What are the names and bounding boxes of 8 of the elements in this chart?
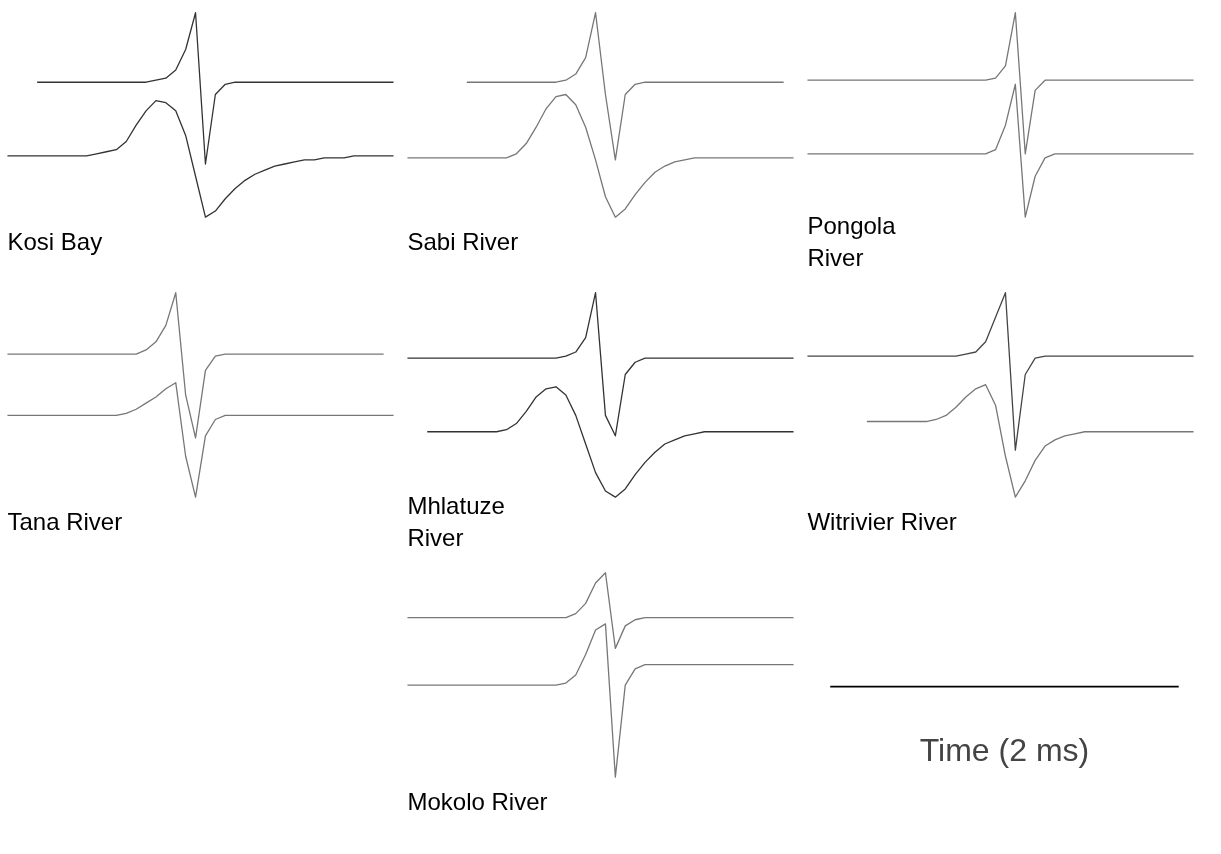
text: Mhlatuze River [407,492,505,552]
text: Kosi Bay [7,228,103,256]
text: Sabi River [407,228,519,256]
text: Tana River [7,508,123,536]
text: Pongola River [807,212,897,272]
text: Time (2 ms) [919,732,1090,769]
text: Witrivier River [807,508,957,536]
text: Mokolo River [407,788,548,816]
